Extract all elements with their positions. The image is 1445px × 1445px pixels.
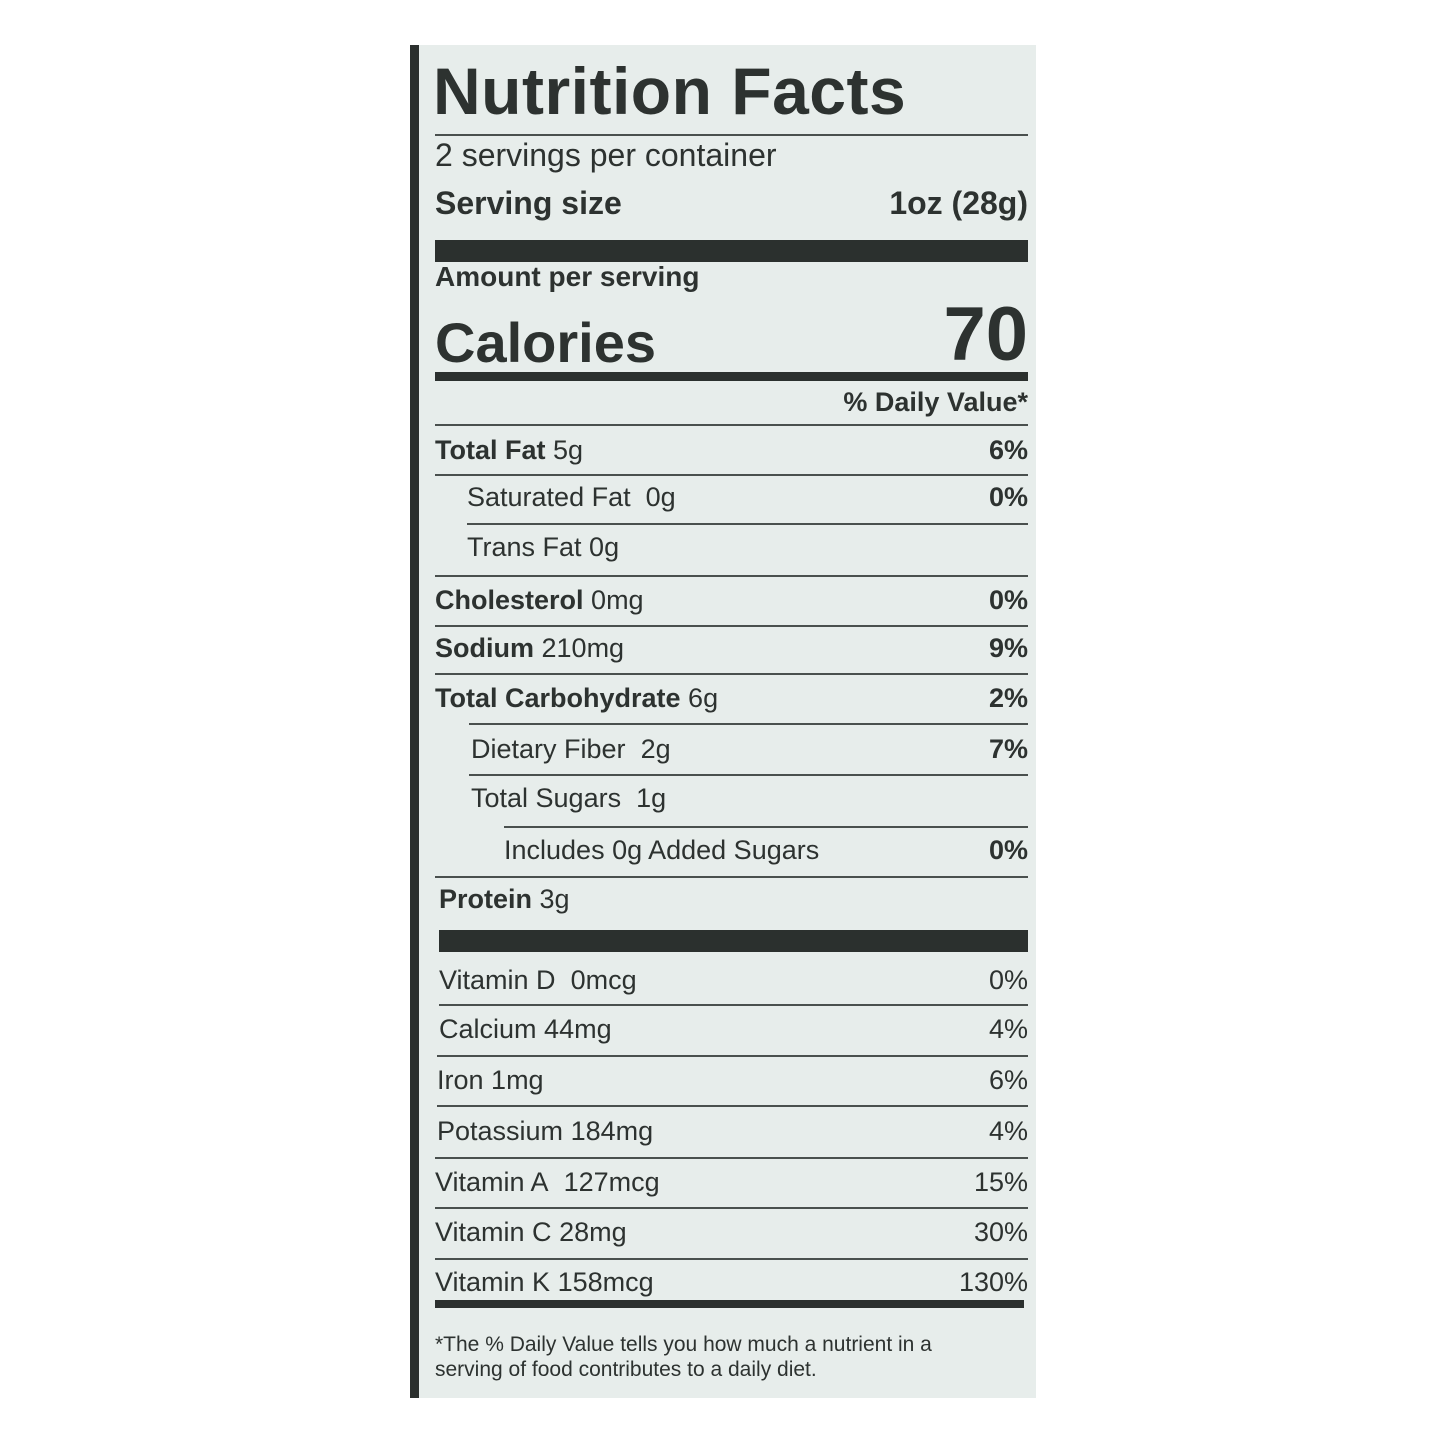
vitamin-amount: 44mg [544,1013,612,1044]
calories-label: Calories [435,311,656,374]
nutrient-amount: 210mg [541,632,625,663]
vitamin-name: Vitamin C [435,1216,552,1247]
medium-divider [435,1300,1024,1308]
nutrient-amount: 6g [688,682,719,713]
nutrient-name: Trans Fat [467,531,582,562]
calories-value: 70 [943,292,1028,377]
vitamin-dv: 4% [988,1013,1028,1044]
divider [435,625,1028,627]
nutrient-name: Total Sugars [471,782,622,813]
nutrient-dv: 7% [988,733,1028,764]
nutrient-row-protein: Protein 3g [439,879,1028,919]
nutrient-row-cholesterol: Cholesterol 0mg 0% [435,580,1028,620]
vitamin-amount: 1mg [491,1064,544,1095]
divider [439,1004,1028,1006]
nutrient-row-total-sugars: Total Sugars 1g [471,778,1028,818]
vitamin-dv: 6% [988,1064,1028,1095]
nutrient-amount: 0mg [591,584,644,615]
vitamin-amount: 127mcg [563,1166,660,1197]
nutrient-name: Sodium [435,632,534,663]
nutrient-amount: 1g [636,782,667,813]
divider [435,474,1028,476]
vitamin-dv: 15% [973,1166,1028,1197]
nutrient-name: Total Fat [435,434,546,465]
vitamin-row-calcium: Calcium 44mg 4% [439,1009,1028,1049]
nutrient-row-dietary-fiber: Dietary Fiber 2g 7% [471,729,1028,769]
nutrient-row-trans-fat: Trans Fat 0g [467,527,1028,567]
nutrient-row-total-carbohydrate: Total Carbohydrate 6g 2% [435,678,1028,718]
vitamin-row-k: Vitamin K 158mcg 130% [435,1262,1028,1302]
divider [467,523,1028,525]
vitamin-amount: 28mg [559,1216,627,1247]
nutrient-amount: 0g [589,531,620,562]
thick-divider [435,240,1028,262]
nutrient-row-sodium: Sodium 210mg 9% [435,628,1028,668]
vitamin-dv: 130% [958,1266,1028,1297]
divider [504,826,1028,828]
nutrition-facts-label: Nutrition Facts 2 servings per container… [410,45,1036,1398]
vitamin-dv: 0% [988,964,1028,995]
nutrient-dv: 2% [988,682,1028,713]
divider [435,1157,1028,1159]
divider [437,1105,1028,1107]
nutrient-dv: 9% [988,632,1028,663]
vitamin-row-potassium: Potassium 184mg 4% [437,1111,1028,1151]
nutrient-row-total-fat: Total Fat 5g 6% [435,430,1028,470]
vitamin-name: Vitamin D [439,964,556,995]
vitamin-name: Calcium [439,1013,537,1044]
nutrient-name: Includes 0g Added Sugars [504,834,820,865]
serving-size-label: Serving size [435,184,622,221]
nutrient-amount: 5g [553,434,584,465]
medium-divider [435,372,1028,381]
vitamin-dv: 4% [988,1115,1028,1146]
vitamin-row-iron: Iron 1mg 6% [437,1060,1028,1100]
divider [435,575,1028,577]
daily-value-header: % Daily Value* [843,386,1028,417]
vitamin-row-d: Vitamin D 0mcg 0% [439,960,1028,1000]
nutrient-amount: 0g [645,481,676,512]
amount-per-serving: Amount per serving [435,261,700,292]
divider [469,774,1028,776]
servings-per-container: 2 servings per container [435,137,777,173]
serving-size-value: 1oz (28g) [889,184,1028,221]
nutrient-name: Dietary Fiber [471,733,626,764]
nutrient-dv: 0% [988,481,1028,512]
nutrient-amount: 2g [640,733,671,764]
divider [435,134,1028,136]
divider [437,1055,1028,1057]
label-title: Nutrition Facts [433,54,907,128]
vitamin-dv: 30% [973,1216,1028,1247]
vitamin-row-c: Vitamin C 28mg 30% [435,1212,1028,1252]
vitamin-name: Iron [437,1064,484,1095]
nutrient-name: Total Carbohydrate [435,682,681,713]
divider [435,673,1028,675]
vitamin-row-a: Vitamin A 127mcg 15% [435,1162,1028,1202]
vitamin-name: Potassium [437,1115,564,1146]
divider [469,723,1028,725]
nutrient-dv: 0% [988,834,1028,865]
footnote: *The % Daily Value tells you how much a … [435,1333,932,1381]
serving-size-row: Serving size 1oz (28g) [435,183,1028,223]
vitamin-amount: 158mcg [557,1266,654,1297]
nutrient-dv: 6% [988,434,1028,465]
vitamin-amount: 184mg [570,1115,654,1146]
nutrient-amount: 3g [539,883,570,914]
divider [435,424,1028,426]
nutrient-name: Protein [439,883,533,914]
nutrient-row-added-sugars: Includes 0g Added Sugars 0% [504,830,1028,870]
divider [435,1207,1028,1209]
divider [435,876,1028,878]
calories-row: Calories 70 [435,295,1028,375]
divider [435,1258,1028,1260]
vitamin-name: Vitamin K [435,1266,551,1297]
vitamin-name: Vitamin A [435,1166,549,1197]
nutrient-name: Cholesterol [435,584,584,615]
nutrient-dv: 0% [988,584,1028,615]
nutrient-row-saturated-fat: Saturated Fat 0g 0% [467,477,1028,517]
vitamin-amount: 0mcg [570,964,637,995]
thick-divider [439,930,1028,952]
nutrient-name: Saturated Fat [467,481,631,512]
